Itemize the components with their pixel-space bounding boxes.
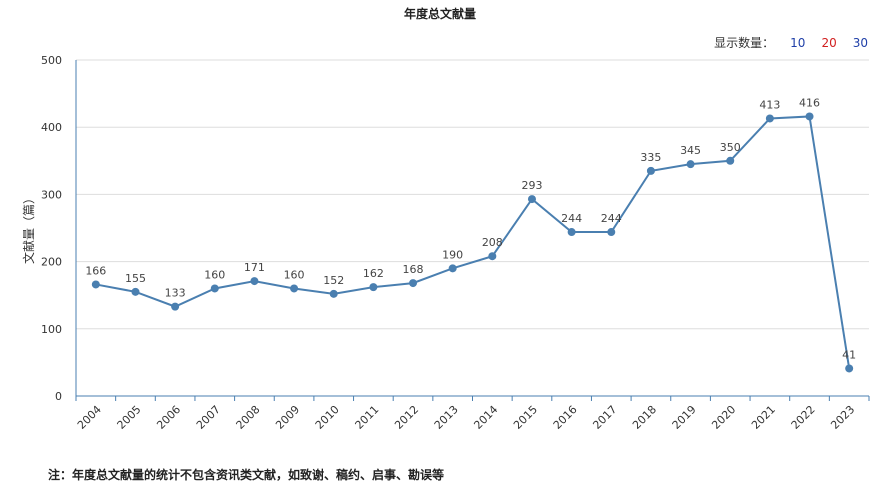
- series-line-layer: [95, 115, 851, 369]
- data-label: 162: [363, 267, 384, 280]
- data-label: 416: [799, 96, 820, 109]
- data-point[interactable]: [527, 195, 536, 204]
- data-point[interactable]: [369, 283, 378, 292]
- axes: 0 100 200 300 400 500 2004 2005 2006 2007 2008 2009…: [21, 54, 870, 432]
- data-label: 350: [720, 141, 741, 154]
- x-tick-label: 2008: [234, 403, 263, 432]
- chart-title: 年度总文献量: [403, 7, 476, 21]
- y-tick-label: 100: [41, 323, 62, 336]
- data-labels: 166 155 133 160 171 160 152 162 168 190 208 293 244 2…: [85, 96, 856, 361]
- data-label: 335: [640, 151, 661, 164]
- data-point[interactable]: [765, 114, 774, 123]
- display-count-option-20[interactable]: 20: [821, 35, 837, 50]
- data-point[interactable]: [329, 289, 338, 298]
- x-tick-label: 2021: [749, 403, 778, 432]
- data-label: 345: [680, 144, 701, 157]
- data-label: 133: [165, 287, 186, 300]
- data-point[interactable]: [448, 264, 457, 273]
- x-tick-label: 2009: [273, 403, 302, 432]
- x-tick-label: 2018: [630, 403, 659, 432]
- data-point[interactable]: [646, 166, 655, 175]
- data-label: 160: [284, 268, 305, 281]
- data-point[interactable]: [686, 160, 695, 169]
- x-tick-label: 2019: [670, 403, 699, 432]
- x-tick-label: 2013: [432, 403, 461, 432]
- data-label: 41: [842, 348, 856, 361]
- x-tick-label: 2007: [194, 403, 223, 432]
- data-label: 208: [482, 236, 503, 249]
- data-point[interactable]: [91, 280, 100, 289]
- data-label: 160: [204, 268, 225, 281]
- data-point[interactable]: [488, 252, 497, 261]
- data-point[interactable]: [171, 302, 180, 311]
- x-tick-label: 2014: [471, 403, 500, 432]
- data-point[interactable]: [805, 112, 814, 121]
- data-label: 155: [125, 272, 146, 285]
- display-count-option-10[interactable]: 10: [790, 35, 806, 50]
- x-tick-label: 2016: [551, 403, 580, 432]
- data-label: 293: [521, 179, 542, 192]
- data-points: [91, 112, 854, 373]
- x-tick-label: 2022: [789, 403, 818, 432]
- y-axis-title: 文献量（篇）: [21, 192, 36, 264]
- x-tick-label: 2012: [392, 403, 421, 432]
- data-point[interactable]: [250, 277, 259, 286]
- data-point[interactable]: [210, 284, 219, 293]
- data-point[interactable]: [409, 279, 418, 288]
- data-label: 166: [85, 264, 106, 277]
- x-tick-label: 2004: [75, 403, 104, 432]
- x-tick-label: 2017: [590, 403, 619, 432]
- y-tick-label: 0: [55, 390, 62, 403]
- display-count-option-30[interactable]: 30: [852, 35, 868, 50]
- y-tick-label: 500: [41, 54, 62, 67]
- x-tick-label: 2011: [353, 403, 382, 432]
- data-point[interactable]: [607, 228, 616, 237]
- data-label: 244: [601, 212, 622, 225]
- y-tick-label: 300: [41, 188, 62, 201]
- data-point[interactable]: [290, 284, 299, 293]
- y-tick-label: 200: [41, 256, 62, 269]
- data-label: 152: [323, 274, 344, 287]
- x-tick-label: 2005: [115, 403, 144, 432]
- display-count-label: 显示数量：: [714, 36, 775, 50]
- data-label: 168: [403, 263, 424, 276]
- data-label: 413: [759, 98, 780, 111]
- data-point[interactable]: [726, 156, 735, 165]
- data-point[interactable]: [845, 364, 854, 373]
- grid-lines: [76, 59, 869, 330]
- data-label: 190: [442, 248, 463, 261]
- data-point[interactable]: [131, 287, 140, 296]
- footnote: 注：年度总文献量的统计不包含资讯类文献，如致谢、稿约、启事、勘误等: [48, 468, 445, 482]
- x-tick-label: 2015: [511, 403, 540, 432]
- y-tick-label: 400: [41, 121, 62, 134]
- x-tick-label: 2006: [154, 403, 183, 432]
- data-label: 171: [244, 261, 265, 274]
- x-tick-label: 2010: [313, 403, 342, 432]
- data-point[interactable]: [567, 228, 576, 237]
- x-tick-label: 2023: [828, 403, 857, 432]
- series-line: [95, 115, 851, 369]
- data-label: 244: [561, 212, 582, 225]
- display-count-selector: 显示数量： 10 20 30: [714, 34, 868, 51]
- x-tick-label: 2020: [709, 403, 738, 432]
